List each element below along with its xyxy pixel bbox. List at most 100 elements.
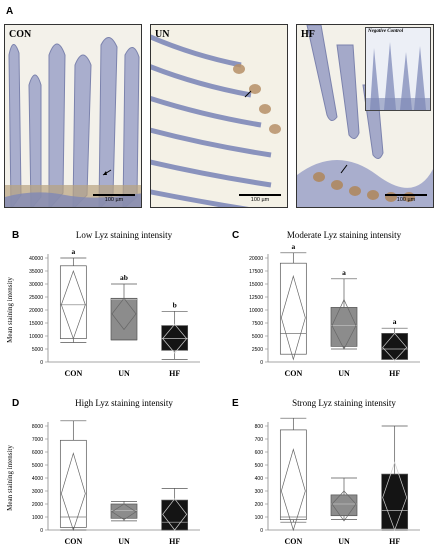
box-un — [110, 501, 138, 522]
significance-letter: ab — [120, 273, 128, 282]
y-tick-label: 0 — [260, 528, 263, 534]
y-tick-label: 600 — [255, 450, 264, 456]
box-iqr — [59, 265, 87, 339]
micrograph-label: UN — [155, 29, 170, 40]
y-tick-label: 35000 — [29, 269, 43, 275]
scale-bar: 100 µm — [93, 194, 135, 203]
y-tick-label: 3000 — [32, 489, 43, 495]
y-tick-label: 10000 — [29, 334, 43, 340]
y-tick-label: 5000 — [32, 463, 43, 469]
x-category-label: HF — [389, 369, 400, 378]
box-hf — [381, 425, 409, 532]
x-category-label: HF — [169, 537, 180, 546]
y-tick-label: 40000 — [29, 256, 43, 262]
y-tick-label: 100 — [255, 515, 264, 521]
mean-diamond — [331, 298, 357, 350]
y-tick-label: 200 — [255, 502, 264, 508]
y-tick-label: 1000 — [32, 515, 43, 521]
y-tick-label: 7000 — [32, 437, 43, 443]
y-tick-label: 800 — [255, 424, 264, 430]
y-tick-label: 6000 — [32, 450, 43, 456]
mean-diamond — [382, 332, 408, 361]
mean-diamond — [162, 323, 188, 354]
chart-title: Moderate Lyz staining intensity — [287, 230, 402, 240]
scale-bar-label: 100 µm — [250, 197, 270, 203]
negative-control-inset: Negative Control — [365, 27, 431, 111]
box-iqr — [330, 494, 358, 517]
y-tick-label: 10000 — [249, 308, 263, 314]
mean-diamond — [60, 452, 86, 532]
x-category-label: CON — [64, 537, 82, 546]
significance-letter: a — [342, 268, 346, 277]
x-category-label: CON — [64, 369, 82, 378]
box-un — [330, 477, 358, 522]
chart-panel-c: C Moderate Lyz staining intensity 0 2500 500… — [232, 230, 420, 378]
mean-diamond — [382, 461, 408, 532]
y-tick-label: 7500 — [252, 321, 263, 327]
y-tick-label: 4000 — [32, 476, 43, 482]
y-tick-label: 30000 — [29, 282, 43, 288]
box-iqr — [279, 262, 307, 355]
chart-panel-e: E Strong Lyz staining intensity 0 100 200 300… — [232, 398, 420, 546]
y-tick-label: 2000 — [32, 502, 43, 508]
y-tick-label: 8000 — [32, 424, 43, 430]
significance-letter: a — [393, 317, 397, 326]
panel-a-letter: A — [6, 6, 14, 17]
box-iqr — [381, 333, 409, 360]
negative-control-image — [366, 28, 430, 110]
y-tick-label: 12500 — [249, 295, 263, 301]
box-con — [279, 417, 307, 532]
panel-letter: B — [12, 230, 19, 241]
y-tick-label: 5000 — [252, 334, 263, 340]
micrograph-label: CON — [9, 29, 32, 40]
box-con — [59, 420, 87, 532]
chart-title: Low Lyz staining intensity — [76, 230, 173, 240]
micrograph-con-image — [5, 25, 141, 207]
y-tick-label: 15000 — [249, 282, 263, 288]
mean-diamond — [280, 448, 306, 532]
micrograph-un: UN 100 µm — [150, 24, 288, 208]
box-hf — [161, 488, 189, 531]
y-tick-label: 0 — [40, 528, 43, 534]
y-tick-label: 500 — [255, 463, 264, 469]
box-iqr — [110, 297, 138, 341]
y-tick-label: 17500 — [249, 269, 263, 275]
scale-bar: 100 µm — [385, 194, 427, 203]
x-category-label: CON — [284, 369, 302, 378]
box-iqr — [110, 503, 138, 519]
chart-title: Strong Lyz staining intensity — [292, 398, 396, 408]
x-category-label: HF — [389, 537, 400, 546]
y-tick-label: 20000 — [249, 256, 263, 262]
mean-diamond — [162, 498, 188, 531]
y-tick-label: 25000 — [29, 295, 43, 301]
scale-bar-label: 100 µm — [104, 197, 124, 203]
y-axis-label: Mean staining intensity — [6, 277, 14, 343]
box-hf — [381, 327, 409, 361]
significance-letter: a — [71, 247, 75, 256]
box-iqr — [279, 429, 307, 520]
x-category-label: UN — [118, 369, 130, 378]
chart-title: High Lyz staining intensity — [75, 398, 173, 408]
y-tick-label: 0 — [40, 360, 43, 366]
mean-diamond — [280, 274, 306, 361]
scale-bar: 100 µm — [239, 194, 281, 203]
box-iqr — [381, 473, 409, 530]
mean-diamond — [60, 269, 86, 340]
panel-letter: C — [232, 230, 239, 241]
inset-label: Negative Control — [368, 29, 404, 34]
box-con — [279, 252, 307, 361]
y-tick-label: 2500 — [252, 347, 263, 353]
x-category-label: UN — [118, 537, 130, 546]
y-tick-label: 0 — [260, 360, 263, 366]
y-tick-label: 300 — [255, 489, 264, 495]
mean-diamond — [111, 503, 137, 521]
box-iqr — [161, 325, 189, 351]
y-tick-label: 20000 — [29, 308, 43, 314]
box-iqr — [330, 307, 358, 347]
scale-bar-label: 100 µm — [396, 197, 416, 203]
box-iqr — [161, 499, 189, 531]
micrograph-con: CON 100 µm — [4, 24, 142, 208]
box-un — [110, 283, 138, 341]
chart-panel-d: D High Lyz staining intensity Mean stainin… — [6, 398, 200, 546]
x-category-label: CON — [284, 537, 302, 546]
